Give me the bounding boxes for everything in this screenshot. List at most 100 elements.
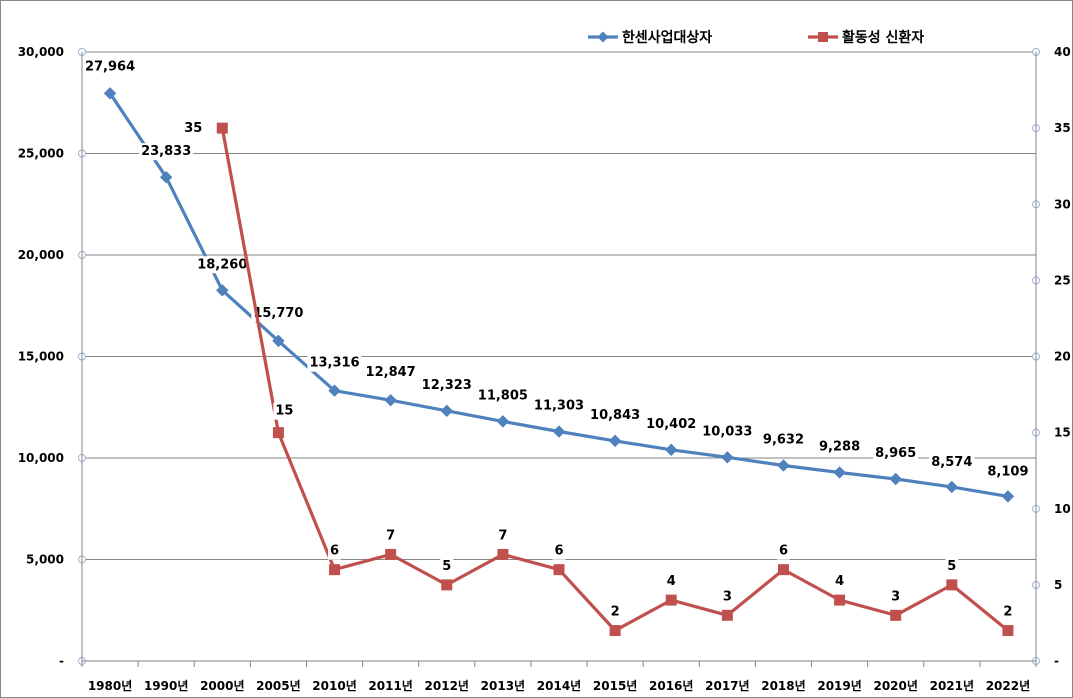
data-label-background (440, 557, 454, 575)
data-label-background (475, 387, 530, 405)
data-label: 10,402 (646, 417, 696, 432)
series-point-square (834, 594, 846, 606)
data-label-background (985, 463, 1031, 481)
y2-tick-label: 25 (1054, 273, 1071, 287)
data-label-background (328, 542, 342, 560)
data-label: 6 (330, 544, 339, 559)
data-label-background (273, 402, 296, 420)
series-point-square (777, 564, 789, 576)
x-tick-label: 2012년 (425, 679, 469, 693)
series-point-diamond (1001, 490, 1015, 503)
data-label-background (776, 542, 790, 560)
data-label: 10,843 (590, 408, 640, 423)
data-label: 23,833 (141, 144, 191, 159)
y-tick-label: 15,000 (18, 350, 64, 364)
data-label: 5 (442, 559, 451, 574)
y2-tick-label: 20 (1054, 350, 1071, 364)
series-point-square (329, 564, 341, 576)
data-label-background (700, 423, 755, 441)
data-label: 8,965 (875, 446, 916, 461)
data-label-background (139, 143, 194, 161)
data-label: 15,770 (253, 306, 303, 321)
data-label: 4 (835, 574, 844, 589)
data-label: 7 (386, 528, 395, 543)
y2-tick-label: 10 (1054, 502, 1071, 516)
data-label-background (608, 603, 622, 621)
legend-label: 활동성 신환자 (842, 29, 924, 46)
x-tick-label: 2019년 (817, 679, 861, 693)
data-label-background (873, 445, 919, 463)
series-point-diamond (496, 415, 510, 428)
data-label: 5 (947, 559, 956, 574)
series-point-diamond (272, 334, 285, 348)
data-label-background (720, 588, 734, 606)
y-tick-label: - (59, 654, 64, 668)
data-label: 18,260 (197, 257, 247, 272)
data-label-background (929, 453, 975, 471)
series-point-square (890, 609, 902, 621)
series-point-diamond (721, 451, 734, 464)
series-point-diamond (889, 472, 902, 486)
data-label-background (644, 415, 699, 433)
y-tick-label: 30,000 (18, 45, 64, 59)
series-point-square (1002, 625, 1014, 637)
data-label-background (307, 354, 362, 372)
data-label: 3 (723, 589, 732, 604)
legend-marker-square (818, 32, 828, 42)
y2-tick-label: 35 (1054, 121, 1071, 135)
series-point-diamond (552, 425, 566, 438)
series-point-diamond (945, 480, 959, 494)
data-label-background (889, 588, 903, 606)
data-label-background (384, 527, 398, 545)
x-tick-label: 2005년 (256, 679, 300, 693)
series-point-diamond (159, 170, 173, 184)
data-label-background (664, 573, 678, 591)
x-tick-label: 2022년 (986, 679, 1030, 693)
data-label: 9,632 (763, 432, 804, 447)
x-tick-label: 2020년 (873, 679, 917, 693)
data-label-background (182, 120, 205, 138)
y2-tick-label: 40 (1054, 45, 1071, 59)
y-tick-label: 25,000 (18, 147, 64, 161)
series-point-square (553, 564, 565, 576)
data-label: 2 (611, 605, 620, 620)
series-point-diamond (665, 443, 678, 457)
data-label-background (1001, 603, 1015, 621)
data-label-background (552, 542, 566, 560)
data-label: 12,847 (366, 365, 416, 380)
data-label-background (195, 256, 250, 274)
data-label-background (531, 397, 587, 415)
y-tick-label: 5,000 (26, 553, 64, 567)
data-label: 35 (184, 121, 202, 136)
x-tick-label: 2014년 (537, 679, 581, 693)
series-point-square (946, 579, 958, 591)
series-point-square (721, 609, 733, 621)
data-label-background (251, 304, 306, 322)
data-label: 15 (275, 404, 293, 419)
x-tick-label: 2021년 (930, 679, 974, 693)
series-point-square (441, 579, 453, 591)
data-label: 6 (554, 544, 563, 559)
data-label-background (833, 573, 847, 591)
x-tick-label: 2015년 (593, 679, 637, 693)
data-label: 11,805 (478, 388, 528, 403)
data-label-background (496, 527, 510, 545)
x-tick-label: 2000년 (200, 679, 244, 693)
series-point-diamond (216, 284, 229, 297)
x-tick-label: 1990년 (144, 679, 188, 693)
data-label: 12,323 (422, 378, 472, 393)
data-label: 8,574 (931, 455, 972, 470)
x-tick-label: 2016년 (649, 679, 693, 693)
y-tick-label: 10,000 (18, 451, 64, 465)
series-point-square (216, 122, 228, 134)
data-label: 4 (667, 574, 676, 589)
y2-tick-label: 5 (1054, 578, 1062, 592)
data-label: 9,288 (819, 439, 860, 454)
legend-label: 한센사업대상자 (622, 30, 712, 46)
x-tick-label: 2011년 (368, 679, 412, 693)
x-tick-label: 1980년 (88, 679, 132, 693)
data-label: 10,033 (702, 424, 752, 439)
data-label: 27,964 (85, 59, 135, 74)
series-point-diamond (328, 384, 341, 397)
